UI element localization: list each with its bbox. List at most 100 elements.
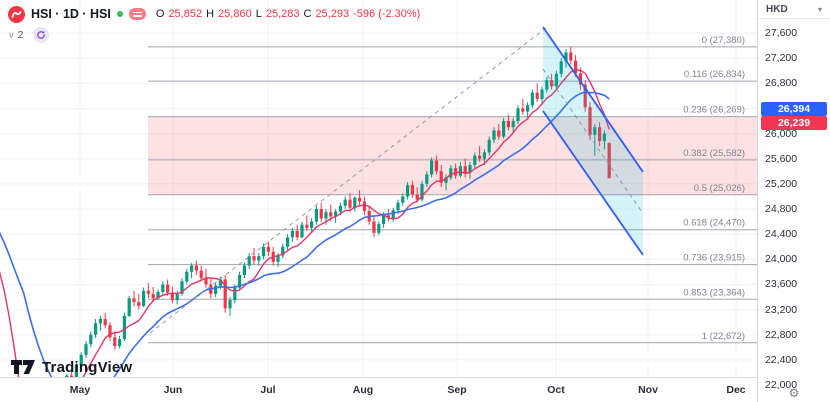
candle-body	[199, 270, 203, 279]
candle-body	[65, 375, 69, 377]
candle-body	[564, 52, 568, 62]
candle-body	[578, 73, 582, 85]
candle-body	[516, 108, 520, 121]
candle-body	[89, 334, 93, 345]
candle-body	[290, 230, 294, 238]
candle-body	[593, 127, 597, 135]
candle-body	[166, 284, 170, 293]
month-label: Nov	[638, 384, 658, 396]
tradingview-glyph-icon	[11, 360, 35, 374]
candle-body	[281, 246, 285, 256]
ohlc-readout: O 25,852 H 25,860 L 25,283 C 25,293 -596 (-2…	[156, 8, 420, 20]
candle-body	[463, 166, 467, 173]
time-axis[interactable]: May Jun Jul Aug Sep Oct Nov Dec	[0, 377, 757, 402]
candle-body	[401, 196, 405, 203]
month-label: Oct	[547, 384, 565, 396]
open-value: 25,852	[168, 8, 203, 20]
candle-body	[473, 155, 477, 165]
candle-body	[300, 224, 304, 238]
chevron-down-icon: ▾	[817, 5, 822, 14]
candle-body	[190, 265, 194, 272]
candle-body	[425, 174, 429, 184]
price-tick-label: 23,200	[765, 303, 798, 316]
price-tick-label: 24,000	[765, 253, 798, 266]
channel-fill	[543, 27, 643, 255]
candle-body	[185, 271, 189, 282]
price-tick-label: 23,600	[765, 278, 798, 291]
candle-body	[343, 199, 347, 206]
candle-body	[348, 199, 352, 208]
price-axis[interactable]: HKD ▾ 27,600 27,200 26,800 26,000 25,600 25,2…	[757, 0, 830, 402]
candle-body	[410, 185, 414, 195]
candle-body	[228, 300, 232, 309]
channel-upper-line	[542, 26, 644, 173]
collapse-indicators-button[interactable]: ∨ 2	[8, 29, 23, 41]
candle-body	[122, 315, 126, 340]
candle-body	[602, 133, 606, 142]
month-label: Jun	[163, 384, 183, 396]
candle-body	[607, 142, 611, 179]
candle-body	[530, 92, 534, 106]
candle-body	[434, 160, 438, 172]
candle-body	[468, 164, 472, 173]
candle-body	[319, 208, 323, 219]
candle-body	[439, 171, 443, 183]
candle-body	[266, 246, 270, 252]
candle-body	[204, 278, 208, 285]
close-value: 25,293	[315, 8, 350, 20]
chart-legend: HSI · 1D · HSI O 25,852 H 25,860 L 25,283 C…	[8, 5, 420, 43]
candle-body	[314, 208, 318, 222]
candle-body	[146, 290, 150, 294]
price-tick-label: 22,800	[765, 328, 798, 341]
symbol-logo-icon	[8, 5, 25, 23]
month-label: Jul	[260, 384, 276, 396]
candle-body	[252, 256, 256, 261]
fib-highlight-band	[148, 116, 757, 195]
low-value: 25,283	[265, 8, 300, 20]
fib-label: 0.618 (24,470)	[683, 218, 745, 229]
candle-body	[70, 375, 74, 377]
change-value: -596 (-2.30%)	[353, 8, 421, 20]
candle-body	[175, 293, 179, 301]
refresh-icon[interactable]	[33, 27, 50, 43]
price-tick-label: 24,800	[765, 202, 798, 215]
candlestick-plot[interactable]: 0 (27,380) 0.116 (26,834) 0.236 (26,269) 0.…	[0, 0, 757, 377]
symbol-title[interactable]: HSI · 1D · HSI	[31, 7, 111, 21]
candle-body	[108, 325, 112, 338]
candle-body	[386, 215, 390, 219]
candle-body	[329, 212, 333, 217]
month-label: Dec	[726, 384, 746, 396]
candle-body	[94, 323, 98, 335]
channel-lower-line	[542, 110, 644, 256]
chart-canvas[interactable]: 0 (27,380) 0.116 (26,834) 0.236 (26,269) 0.…	[0, 0, 757, 377]
candle-body	[454, 168, 458, 176]
month-label: Aug	[352, 384, 374, 396]
candle-body	[142, 290, 146, 306]
candle-body	[238, 274, 242, 288]
fib-label: 0.382 (25,582)	[683, 148, 745, 159]
fib-label: 0.736 (23,915)	[683, 253, 745, 264]
candle-body	[506, 120, 510, 128]
candle-body	[310, 221, 314, 228]
price-tick-label: 26,800	[765, 77, 798, 90]
candle-body	[334, 211, 338, 217]
currency-selector[interactable]: HKD ▾	[758, 0, 830, 19]
candle-body	[118, 339, 122, 347]
candle-body	[84, 344, 88, 355]
price-tick-label: 26,000	[765, 127, 798, 140]
moving-average-line	[0, 68, 610, 377]
candle-body	[233, 287, 237, 301]
fib-label: 0.116 (26,834)	[684, 69, 745, 80]
candle-body	[526, 105, 530, 112]
fib-label: 0.853 (23,364)	[683, 287, 745, 298]
candle-body	[406, 185, 410, 197]
candle-body	[478, 155, 482, 159]
month-label: May	[69, 384, 91, 396]
tradingview-logo[interactable]: TradingView	[10, 357, 132, 377]
candle-body	[247, 256, 251, 266]
fib-label: 0.236 (26,269)	[683, 105, 745, 116]
price-scale-settings-gear-icon[interactable]: ⚙	[788, 386, 800, 400]
flag-pill-button[interactable]	[128, 8, 146, 20]
moving-average-line	[0, 91, 610, 377]
price-tick-label: 22,400	[765, 353, 798, 366]
